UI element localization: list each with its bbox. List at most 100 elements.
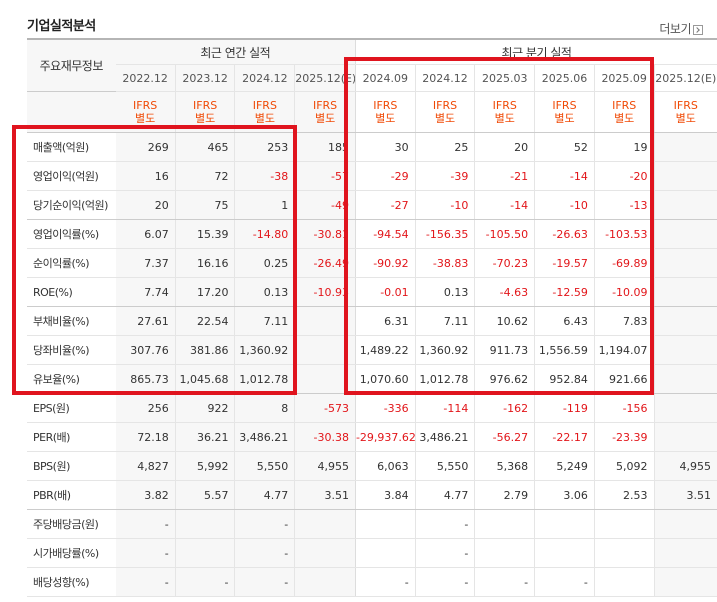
value-cell: 3.51 <box>294 480 356 510</box>
value-cell <box>653 393 717 423</box>
value-cell: -56.27 <box>474 422 535 452</box>
value-cell <box>294 538 356 568</box>
row-label: 매출액(억원) <box>27 132 116 162</box>
value-cell: - <box>115 567 176 597</box>
value-cell: 0.25 <box>234 248 295 278</box>
value-cell: 269 <box>115 132 176 162</box>
table-row: BPS(원) 4,827 5,992 5,550 4,955 6,063 5,550 5,36… <box>27 451 717 481</box>
value-cell: 16.16 <box>174 248 235 278</box>
value-cell: 20 <box>115 190 176 220</box>
value-cell: -38.83 <box>414 248 475 278</box>
value-cell <box>294 567 356 597</box>
period-header: 2025.12(E) <box>294 64 356 92</box>
value-cell <box>653 132 717 162</box>
row-label: 주당배당금(원) <box>27 509 116 539</box>
value-cell: -26.63 <box>534 219 595 249</box>
value-cell: 19 <box>593 132 655 162</box>
row-label: 유보율(%) <box>27 364 116 394</box>
table-row: 주당배당금(원) - - - <box>27 509 717 539</box>
value-cell <box>534 538 595 568</box>
value-cell: 1 <box>234 190 295 220</box>
value-cell: 6,063 <box>354 451 416 481</box>
standard-type: 별도 <box>135 112 156 125</box>
value-cell: 911.73 <box>474 335 535 365</box>
standard-ifrs: IFRS <box>673 99 698 112</box>
value-cell: -38 <box>234 161 295 191</box>
value-cell: - <box>354 567 416 597</box>
standard-ifrs: IFRS <box>312 99 338 112</box>
value-cell: -90.92 <box>354 248 416 278</box>
value-cell <box>653 538 717 568</box>
standard-label: IFRS 별도 <box>115 91 176 133</box>
value-cell: 7.11 <box>414 306 475 336</box>
value-cell <box>653 277 717 307</box>
value-cell: - <box>534 567 595 597</box>
period-header: 2025.09 <box>593 64 655 92</box>
row-label: 순이익률(%) <box>27 248 116 278</box>
value-cell <box>294 306 356 336</box>
value-cell: 976.62 <box>474 364 535 394</box>
value-cell <box>534 509 595 539</box>
period-header: 2024.12 <box>234 64 295 92</box>
period-header: 2024.09 <box>354 64 416 92</box>
value-cell: -10.93 <box>294 277 356 307</box>
value-cell: 921.66 <box>593 364 655 394</box>
standard-type: 별도 <box>434 112 456 125</box>
more-link[interactable]: 더보기 <box>659 20 703 37</box>
value-cell: - <box>115 509 176 539</box>
value-cell <box>653 364 717 394</box>
table-row: 유보율(%) 865.73 1,045.68 1,012.78 1,070.60 1,01… <box>27 364 717 394</box>
group-annual-header: 최근 연간 실적 <box>115 38 356 65</box>
row-label: 시가배당률(%) <box>27 538 116 568</box>
standard-label: IFRS 별도 <box>294 91 356 133</box>
table-row: 영업이익률(%) 6.07 15.39 -14.80 -30.81 -94.54 -156.… <box>27 219 717 249</box>
value-cell <box>294 335 356 365</box>
row-label: PBR(배) <box>27 480 116 510</box>
value-cell: 7.83 <box>593 306 655 336</box>
value-cell: 5,550 <box>234 451 295 481</box>
standard-ifrs: IFRS <box>612 99 637 112</box>
value-cell: - <box>474 567 535 597</box>
value-cell: 1,556.59 <box>534 335 595 365</box>
value-cell: - <box>234 567 295 597</box>
standard-label: IFRS 별도 <box>474 91 535 133</box>
row-label: 부채비율(%) <box>27 306 116 336</box>
value-cell: -105.50 <box>474 219 535 249</box>
standard-type: 별도 <box>614 112 635 125</box>
value-cell: -57 <box>294 161 356 191</box>
value-cell: 6.31 <box>354 306 416 336</box>
value-cell: 4.77 <box>234 480 295 510</box>
value-cell: 30 <box>354 132 416 162</box>
value-cell: -23.39 <box>593 422 655 452</box>
value-cell <box>294 364 356 394</box>
value-cell: -12.59 <box>534 277 595 307</box>
standard-type: 별도 <box>314 112 336 125</box>
row-label: 당기순이익(억원) <box>27 190 116 220</box>
value-cell: 16 <box>115 161 176 191</box>
row-label: PER(배) <box>27 422 116 452</box>
value-cell: 5,368 <box>474 451 535 481</box>
standard-corner <box>27 91 116 133</box>
value-cell: 52 <box>534 132 595 162</box>
value-cell: -14 <box>474 190 535 220</box>
value-cell: 1,194.07 <box>593 335 655 365</box>
value-cell: 5,249 <box>534 451 595 481</box>
standard-ifrs: IFRS <box>432 99 458 112</box>
corner-label: 주요재무정보 <box>27 38 116 92</box>
value-cell: 1,012.78 <box>234 364 295 394</box>
value-cell: -30.81 <box>294 219 356 249</box>
standard-ifrs: IFRS <box>133 99 158 112</box>
value-cell: -10 <box>534 190 595 220</box>
value-cell: -119 <box>534 393 595 423</box>
value-cell: 1,360.92 <box>234 335 295 365</box>
more-label: 더보기 <box>659 22 691 36</box>
value-cell: - <box>414 509 475 539</box>
standard-label: IFRS 별도 <box>174 91 235 133</box>
value-cell: -336 <box>354 393 416 423</box>
standard-type: 별도 <box>554 112 575 125</box>
value-cell: 10.62 <box>474 306 535 336</box>
row-label: ROE(%) <box>27 277 116 307</box>
value-cell: 25 <box>414 132 475 162</box>
value-cell: 5.57 <box>174 480 235 510</box>
value-cell: 4.77 <box>414 480 475 510</box>
